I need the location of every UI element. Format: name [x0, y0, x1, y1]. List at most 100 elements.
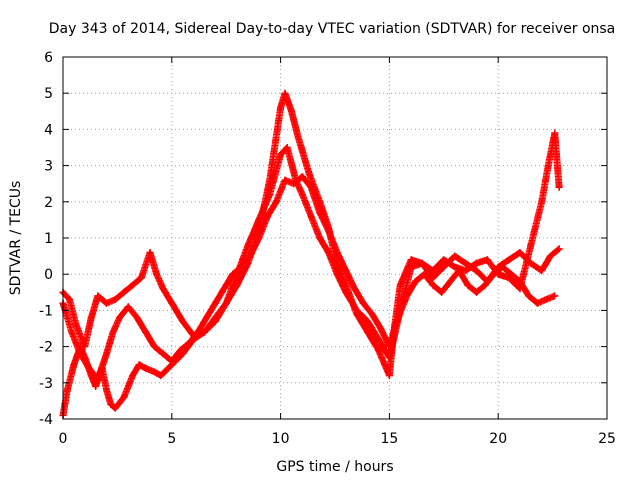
- data-point: [462, 267, 470, 275]
- data-point: [120, 393, 128, 401]
- data-point: [368, 310, 376, 318]
- data-point: [220, 285, 228, 293]
- data-point: [403, 292, 411, 300]
- data-marks: [81, 315, 95, 351]
- data-point: [516, 249, 524, 256]
- data-point: [159, 285, 167, 293]
- data-point: [94, 375, 102, 383]
- y-axis-label: SDTVAR / TECUs: [8, 181, 24, 296]
- data-point: [472, 267, 480, 275]
- data-point: [137, 274, 145, 282]
- data-point: [490, 270, 498, 278]
- data-point: [159, 350, 167, 358]
- data-point: [446, 277, 454, 285]
- data-point: [472, 259, 480, 267]
- data-point: [298, 173, 306, 180]
- data-point: [462, 259, 470, 267]
- y-tick-label: 2: [44, 195, 53, 211]
- data-point: [527, 241, 535, 249]
- y-tick-label: 0: [44, 267, 53, 283]
- data-point: [264, 212, 271, 220]
- data-point: [277, 151, 285, 159]
- data-marks: [538, 163, 552, 206]
- data-point: [200, 328, 208, 336]
- data-point: [68, 328, 76, 336]
- data-point: [440, 263, 448, 271]
- data-point: [499, 263, 507, 271]
- data-point: [168, 357, 176, 365]
- data-point: [185, 339, 193, 347]
- data-point: [87, 314, 95, 322]
- data-point: [135, 361, 143, 369]
- data-point: [305, 169, 313, 177]
- data-point: [150, 368, 158, 376]
- data-point: [516, 277, 524, 285]
- data-point: [481, 281, 489, 289]
- data-point: [146, 249, 154, 256]
- data-point: [277, 104, 285, 112]
- data-point: [385, 354, 393, 361]
- data-point: [551, 292, 559, 300]
- data-point: [281, 89, 289, 97]
- data-point: [203, 314, 211, 322]
- data-point: [544, 162, 552, 170]
- data-point: [109, 328, 117, 336]
- y-tick-label: -4: [39, 412, 53, 428]
- data-point: [150, 343, 158, 351]
- data-point: [359, 299, 367, 307]
- data-point: [266, 191, 274, 199]
- data-point: [472, 288, 480, 296]
- x-tick-label: 10: [272, 431, 290, 447]
- data-point: [290, 180, 298, 188]
- data-marks: [288, 107, 302, 139]
- data-point: [464, 281, 472, 289]
- data-point: [505, 256, 513, 264]
- data-point: [94, 292, 102, 300]
- data-point: [546, 252, 554, 260]
- data-point: [298, 191, 306, 199]
- data-point: [342, 267, 350, 275]
- data-point: [244, 241, 252, 249]
- data-point: [85, 364, 93, 372]
- y-tick-label: -3: [39, 376, 53, 392]
- x-tick-label: 5: [167, 431, 176, 447]
- x-tick-label: 15: [380, 431, 398, 447]
- data-point: [451, 252, 459, 260]
- data-point: [555, 183, 563, 191]
- data-point: [316, 234, 324, 242]
- data-point: [129, 372, 137, 380]
- data-point: [551, 129, 559, 137]
- data-point: [364, 328, 372, 336]
- data-point: [120, 288, 128, 296]
- data-point: [142, 328, 150, 336]
- data-point: [429, 281, 437, 289]
- data-point: [451, 263, 459, 271]
- x-axis-label: GPS time / hours: [276, 459, 393, 475]
- data-point: [194, 328, 202, 336]
- data-point: [385, 372, 393, 380]
- data-point: [70, 361, 78, 369]
- data-point: [333, 249, 341, 256]
- data-point: [72, 321, 80, 329]
- y-tick-label: 5: [44, 86, 53, 102]
- data-point: [246, 252, 254, 260]
- series-track-a: [59, 89, 563, 419]
- data-point: [103, 350, 110, 358]
- data-point: [283, 144, 291, 151]
- data-point: [129, 281, 137, 289]
- data-point: [103, 386, 110, 394]
- y-tick-label: -1: [39, 303, 53, 319]
- data-point: [255, 216, 263, 224]
- data-series: [59, 89, 563, 419]
- data-point: [298, 147, 306, 155]
- x-tick-label: 0: [59, 431, 68, 447]
- series-track-c: [59, 173, 559, 383]
- data-point: [438, 288, 446, 296]
- data-point: [375, 346, 382, 354]
- data-point: [229, 270, 237, 278]
- data-point: [412, 277, 419, 285]
- data-marks: [59, 388, 71, 419]
- data-point: [211, 299, 219, 307]
- data-point: [483, 256, 491, 264]
- data-point: [385, 343, 393, 351]
